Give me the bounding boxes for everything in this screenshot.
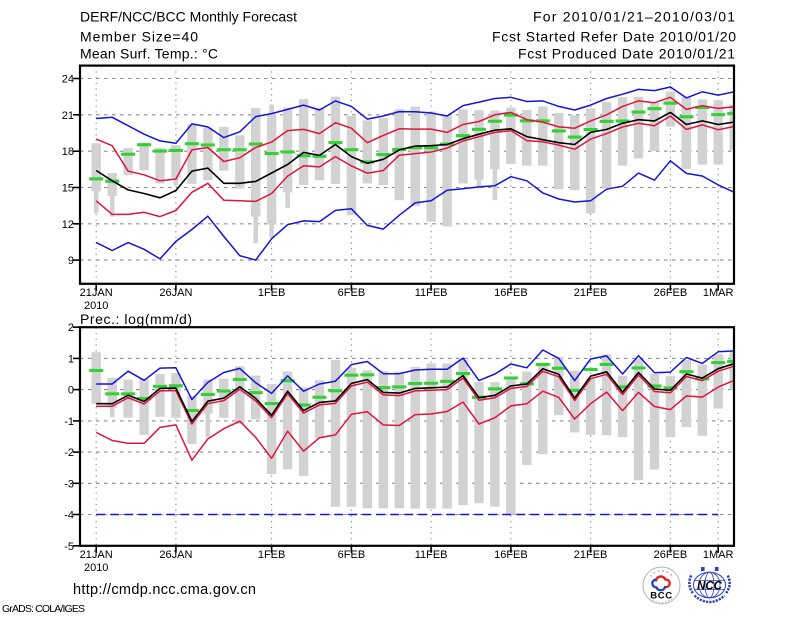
- svg-text:-4: -4: [64, 510, 74, 522]
- svg-text:21FEB: 21FEB: [574, 549, 608, 561]
- svg-text:Member Size=40: Member Size=40: [80, 29, 198, 45]
- svg-text:15: 15: [62, 183, 74, 195]
- svg-text:-2: -2: [64, 447, 74, 459]
- svg-text:1MAR: 1MAR: [703, 287, 734, 299]
- svg-text:Fcst Started Refer Date 2010/0: Fcst Started Refer Date 2010/01/20: [492, 29, 736, 45]
- svg-text:26FEB: 26FEB: [654, 287, 688, 299]
- svg-text:1FEB: 1FEB: [258, 287, 286, 299]
- svg-text:0: 0: [68, 385, 74, 397]
- svg-text:6FEB: 6FEB: [338, 287, 366, 299]
- svg-text:BCC: BCC: [650, 591, 672, 602]
- svg-text:2010: 2010: [84, 562, 108, 574]
- svg-text:NCC: NCC: [697, 581, 723, 593]
- svg-text:2010: 2010: [84, 300, 108, 312]
- svg-text:-5: -5: [64, 541, 74, 553]
- svg-text:Prec.: log(mm/d): Prec.: log(mm/d): [80, 311, 192, 327]
- svg-text:11FEB: 11FEB: [415, 549, 448, 561]
- svg-text:Mean Surf. Temp.: °C: Mean Surf. Temp.: °C: [80, 46, 218, 62]
- svg-text:21FEB: 21FEB: [574, 287, 608, 299]
- svg-text:6FEB: 6FEB: [338, 549, 366, 561]
- svg-text:2: 2: [68, 322, 74, 334]
- svg-text:-1: -1: [64, 416, 74, 428]
- svg-text:26FEB: 26FEB: [654, 549, 688, 561]
- svg-text:21JAN: 21JAN: [80, 287, 113, 299]
- svg-text:26JAN: 26JAN: [159, 287, 192, 299]
- svg-text:-3: -3: [64, 478, 74, 490]
- svg-text:21JAN: 21JAN: [80, 549, 113, 561]
- svg-text:21: 21: [62, 110, 74, 122]
- svg-text:12: 12: [62, 219, 74, 231]
- svg-text:GrADS: COLA/IGES: GrADS: COLA/IGES: [2, 603, 85, 615]
- svg-text:1FEB: 1FEB: [258, 549, 286, 561]
- svg-text:16FEB: 16FEB: [494, 287, 528, 299]
- svg-text:1: 1: [68, 353, 74, 365]
- svg-text:9: 9: [68, 255, 74, 267]
- svg-text:1MAR: 1MAR: [703, 549, 734, 561]
- svg-text:Fcst Produced Date 2010/01/21: Fcst Produced Date 2010/01/21: [518, 46, 735, 62]
- svg-text:For 2010/01/21–2010/03/01: For 2010/01/21–2010/03/01: [533, 9, 735, 25]
- svg-text:16FEB: 16FEB: [494, 549, 528, 561]
- svg-text:http://cmdp.ncc.cma.gov.cn: http://cmdp.ncc.cma.gov.cn: [73, 582, 256, 598]
- svg-text:18: 18: [62, 146, 74, 158]
- svg-text:24: 24: [62, 74, 74, 86]
- svg-text:DERF/NCC/BCC Monthly Forecast: DERF/NCC/BCC Monthly Forecast: [80, 9, 297, 25]
- svg-text:11FEB: 11FEB: [415, 287, 448, 299]
- svg-text:26JAN: 26JAN: [159, 549, 192, 561]
